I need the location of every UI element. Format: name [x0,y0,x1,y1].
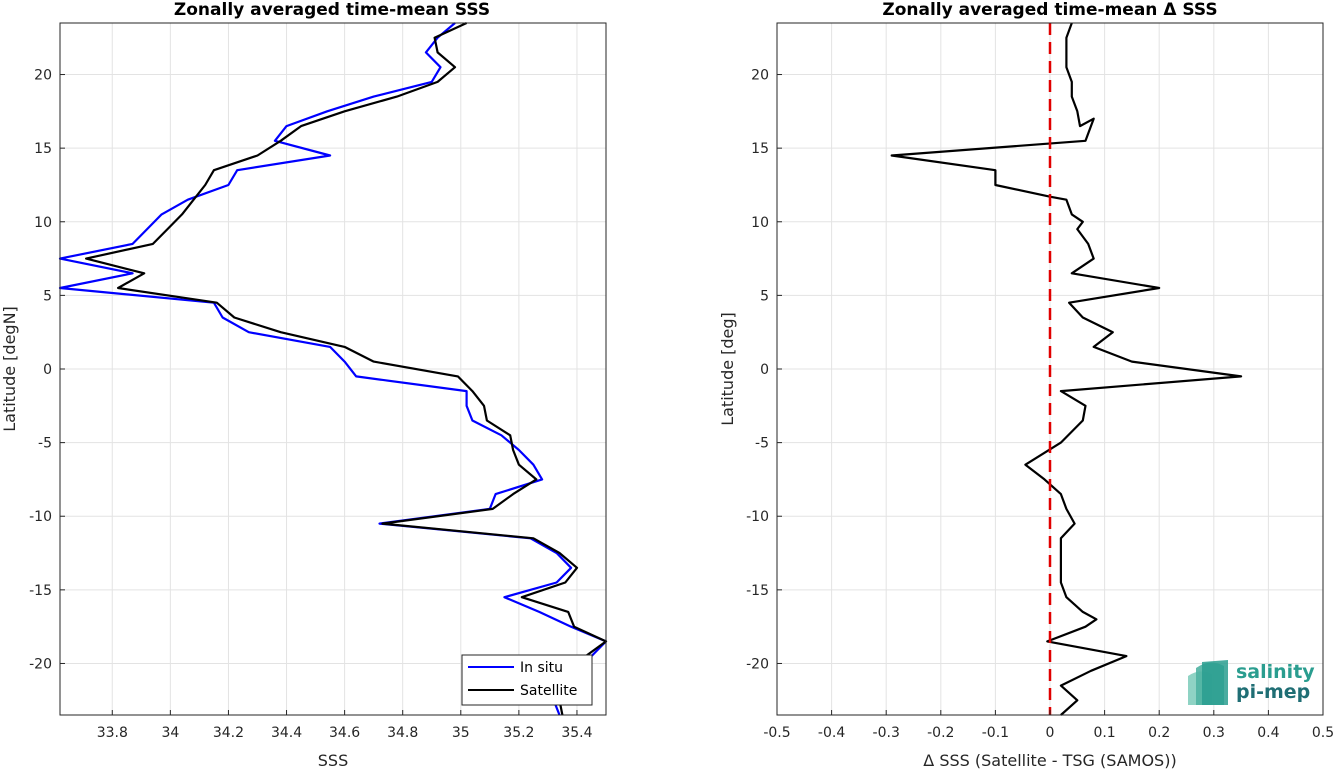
delta-sss-x-tick-label: 0.2 [1148,725,1170,741]
delta-sss-x-tick-label: 0.3 [1203,725,1225,741]
delta-sss-x-tick-label: 0.5 [1312,725,1334,741]
delta-sss-x-tick-label: 0 [1046,725,1055,741]
delta-sss-x-tick-label: -0.2 [927,725,954,741]
delta-sss-y-tick-label: 20 [751,68,769,84]
sss-y-tick-label: -10 [29,509,52,525]
delta-sss-y-tick-label: -15 [746,583,769,599]
sss-x-tick-label: 34.6 [329,725,360,741]
legend-box [461,654,593,706]
right-chart-title: Zonally averaged time-mean Δ SSS [882,0,1217,20]
sss-y-tick-label: 5 [43,288,52,304]
logo-wave-icon [1188,660,1228,705]
sss-series-satellite-line [84,22,608,716]
delta-sss-x-tick-label: 0.4 [1257,725,1279,741]
delta-sss-x-tick-label: -0.1 [982,725,1009,741]
delta-sss-y-tick-label: 10 [751,215,769,231]
sss-x-tick-label: 35.2 [503,725,534,741]
sss-y-tick-label: 0 [43,362,52,378]
sss-x-tick-label: 34.2 [213,725,244,741]
delta-sss-y-tick-label: 0 [760,362,769,378]
left-x-axis-label: SSS [318,751,348,769]
legend: In situ Satellite [461,654,593,706]
logo-text-pi-mep: pi-mep [1236,681,1310,703]
delta-sss-panel: Zonally averaged time-mean Δ SSS -0.5 -0.… [718,0,1334,769]
sss-x-tick-label: 34.4 [271,725,302,741]
sss-panel: Zonally averaged time-mean SSS 33.8 34 34.… [0,0,608,769]
delta-sss-x-tick-label: 0.1 [1093,725,1115,741]
delta-sss-y-tick-label: -20 [746,656,769,672]
left-chart-title: Zonally averaged time-mean SSS [174,0,490,20]
sss-x-tick-label: 35.4 [561,725,592,741]
legend-satellite-label: Satellite [520,683,577,699]
sss-y-tick-label: -15 [29,583,52,599]
sss-x-tick-label: 35 [452,725,470,741]
right-y-axis-label: Latitude [deg] [718,312,737,426]
sss-y-tick-label: 15 [34,141,52,157]
left-y-axis-label: Latitude [degN] [0,306,19,432]
logo-text-salinity: salinity [1236,661,1315,683]
delta-sss-y-tick-label: -5 [755,436,769,452]
delta-sss-y-tick-label: 5 [760,288,769,304]
sss-y-tick-label: 10 [34,215,52,231]
sss-y-tick-label: -5 [38,436,52,452]
sss-x-tick-label: 34.8 [387,725,418,741]
sss-y-tick-label: -20 [29,656,52,672]
sss-series-in-situ-line [58,22,608,716]
delta-sss-y-tick-label: -10 [746,509,769,525]
delta-sss-x-tick-label: -0.3 [873,725,900,741]
sss-x-tick-label: 34 [161,725,179,741]
delta-sss-x-tick-label: -0.5 [763,725,790,741]
legend-in-situ-label: In situ [520,660,563,676]
sss-y-tick-label: 20 [34,68,52,84]
salinity-pi-mep-logo: salinity pi-mep [1188,660,1315,705]
delta-sss-series-delta-line [890,22,1243,716]
delta-sss-y-tick-label: 15 [751,141,769,157]
right-x-axis-label: Δ SSS (Satellite - TSG (SAMOS)) [923,751,1176,769]
delta-sss-x-tick-label: -0.4 [818,725,845,741]
sss-x-tick-label: 33.8 [97,725,128,741]
